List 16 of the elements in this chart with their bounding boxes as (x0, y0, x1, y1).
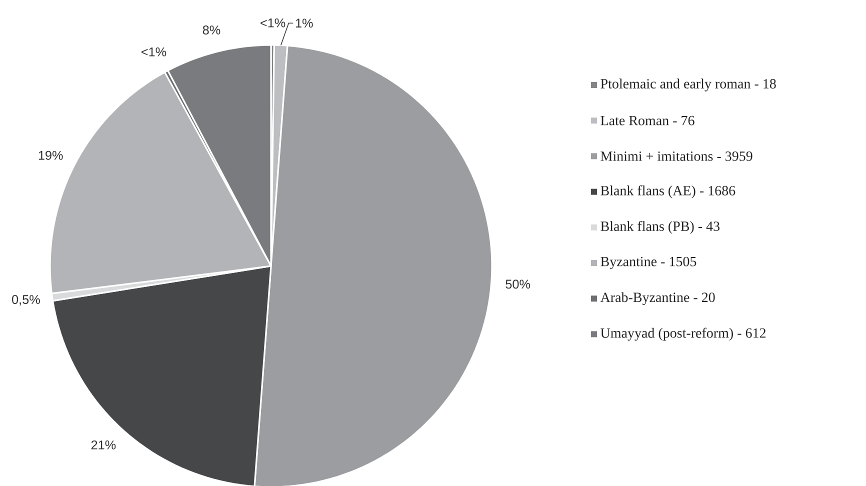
data-label: 1% (296, 18, 313, 28)
legend-label: Minimi + imitations - 3959 (600, 152, 752, 161)
legend-label: Umayyad (post-reform) - 612 (600, 328, 766, 341)
legend-label: Blank flans (AE) - 1686 (600, 185, 736, 198)
data-label: 50% (506, 280, 530, 289)
data-label: <1% (142, 47, 166, 56)
legend-label: Byzantine - 1505 (600, 256, 696, 270)
data-label: 0,5% (12, 295, 40, 306)
data-label: 8% (202, 26, 220, 35)
data-label: <1% (260, 18, 286, 28)
data-label: 21% (91, 440, 116, 450)
legend-label: Arab-Byzantine - 20 (600, 292, 715, 305)
legend-label: Late Roman - 76 (600, 116, 694, 126)
legend-label: Blank flans (PB) - 43 (600, 220, 720, 234)
data-label: 19% (38, 150, 63, 160)
legend-label: Ptolemaic and early roman - 18 (600, 78, 776, 92)
